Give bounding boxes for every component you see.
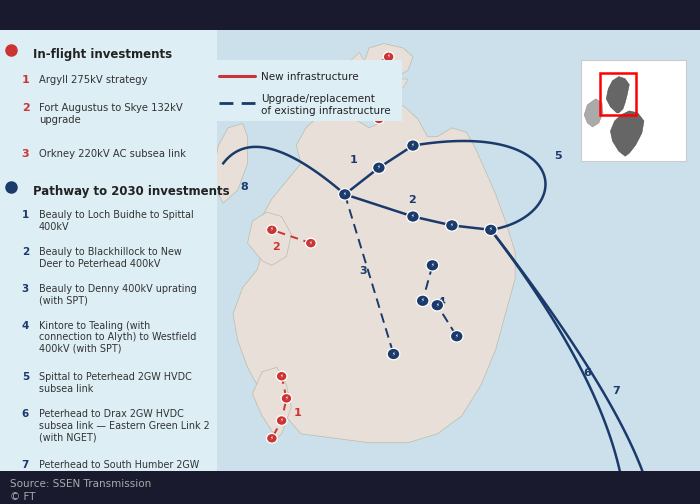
Text: ⚡: ⚡ — [435, 303, 439, 308]
Text: Fort Augustus to Skye 132kV
upgrade: Fort Augustus to Skye 132kV upgrade — [39, 103, 183, 125]
Text: Beauly to Denny 400kV uprating
(with SPT): Beauly to Denny 400kV uprating (with SPT… — [39, 284, 197, 305]
Circle shape — [407, 140, 419, 151]
Circle shape — [305, 238, 316, 248]
Text: ⚡: ⚡ — [284, 396, 288, 401]
Text: 2: 2 — [22, 247, 29, 257]
Text: ⚡: ⚡ — [411, 143, 415, 148]
Text: Orkney 220kV AC subsea link: Orkney 220kV AC subsea link — [39, 149, 186, 159]
Circle shape — [339, 188, 351, 200]
Text: 6: 6 — [583, 368, 591, 378]
Text: Source: SSEN Transmission: Source: SSEN Transmission — [10, 479, 152, 489]
Polygon shape — [248, 212, 291, 265]
Circle shape — [446, 220, 459, 231]
Text: 1: 1 — [22, 210, 29, 220]
Text: 5: 5 — [22, 372, 29, 382]
Text: ⚡: ⚡ — [280, 373, 284, 379]
Text: ⚡: ⚡ — [386, 54, 391, 59]
Polygon shape — [364, 43, 413, 79]
Text: 3: 3 — [332, 78, 340, 88]
Text: Spittal to Peterhead 2GW HVDC
subsea link: Spittal to Peterhead 2GW HVDC subsea lin… — [39, 372, 192, 394]
Text: 6: 6 — [22, 409, 29, 419]
Text: ⚡: ⚡ — [411, 214, 415, 219]
Text: Beauly to Blackhillock to New
Deer to Peterhead 400kV: Beauly to Blackhillock to New Deer to Pe… — [39, 247, 182, 269]
Text: New infrastructure: New infrastructure — [260, 73, 358, 83]
Circle shape — [281, 394, 292, 403]
Text: Peterhead to South Humber 2GW
HVDC link — Eastern Green Link 4
(with NGET): Peterhead to South Humber 2GW HVDC link … — [39, 461, 204, 493]
Polygon shape — [214, 123, 248, 203]
Text: Kintore to Tealing (with
connection to Alyth) to Westfield
400kV (with SPT): Kintore to Tealing (with connection to A… — [39, 321, 197, 354]
Circle shape — [267, 225, 277, 235]
Text: ⚡: ⚡ — [421, 298, 425, 303]
Text: ⚡: ⚡ — [455, 334, 458, 339]
Bar — [600, 73, 636, 115]
Text: 8: 8 — [240, 182, 248, 192]
Text: Pathway to 2030 investments: Pathway to 2030 investments — [32, 184, 229, 198]
Text: ⚡: ⚡ — [377, 165, 381, 170]
Text: ⚡: ⚡ — [450, 223, 454, 228]
Text: ⚡: ⚡ — [280, 418, 284, 423]
Text: 1: 1 — [350, 155, 358, 165]
Circle shape — [276, 416, 287, 425]
Circle shape — [416, 295, 429, 306]
Circle shape — [267, 433, 277, 443]
Polygon shape — [233, 106, 515, 443]
Text: 7: 7 — [612, 386, 620, 396]
Circle shape — [387, 348, 400, 360]
Text: Beauly to Loch Buidhe to Spittal
400kV: Beauly to Loch Buidhe to Spittal 400kV — [39, 210, 194, 232]
Circle shape — [484, 224, 497, 235]
Text: 3: 3 — [22, 149, 29, 159]
Text: Peterhead to Drax 2GW HVDC
subsea link — Eastern Green Link 2
(with NGET): Peterhead to Drax 2GW HVDC subsea link —… — [39, 409, 210, 442]
Text: ⚡: ⚡ — [343, 192, 346, 197]
Text: 1: 1 — [294, 408, 302, 418]
Polygon shape — [610, 111, 644, 156]
Text: 2: 2 — [272, 242, 279, 252]
Text: ⚡: ⚡ — [391, 351, 395, 356]
Polygon shape — [393, 79, 408, 88]
Text: Upgrade/replacement
of existing infrastructure: Upgrade/replacement of existing infrastr… — [260, 94, 391, 116]
Polygon shape — [253, 367, 291, 438]
Circle shape — [407, 211, 419, 222]
Text: ⚡: ⚡ — [270, 227, 274, 232]
Circle shape — [431, 299, 444, 311]
Text: ⚡: ⚡ — [270, 436, 274, 441]
Text: ⚡: ⚡ — [309, 240, 313, 245]
Text: 2: 2 — [22, 103, 29, 113]
Circle shape — [276, 371, 287, 381]
Circle shape — [426, 260, 439, 271]
Polygon shape — [350, 52, 364, 70]
Text: ⚡: ⚡ — [377, 116, 381, 121]
Text: 4: 4 — [22, 321, 29, 331]
Circle shape — [372, 162, 385, 173]
Text: 7: 7 — [22, 461, 29, 470]
Text: ⚡: ⚡ — [489, 227, 493, 232]
Text: 3: 3 — [360, 266, 367, 276]
Polygon shape — [584, 99, 603, 127]
Circle shape — [374, 114, 384, 124]
Text: 2: 2 — [408, 195, 416, 205]
Text: 3: 3 — [22, 284, 29, 294]
Text: Argyll 275kV strategy: Argyll 275kV strategy — [39, 75, 148, 85]
Text: © FT: © FT — [10, 492, 36, 502]
Circle shape — [384, 52, 394, 61]
Circle shape — [450, 331, 463, 342]
Text: 5: 5 — [554, 151, 561, 161]
Text: In-flight investments: In-flight investments — [32, 48, 172, 61]
Polygon shape — [606, 77, 629, 113]
Text: 1: 1 — [22, 75, 29, 85]
Text: 4: 4 — [438, 297, 445, 307]
Text: ⚡: ⚡ — [430, 263, 435, 268]
